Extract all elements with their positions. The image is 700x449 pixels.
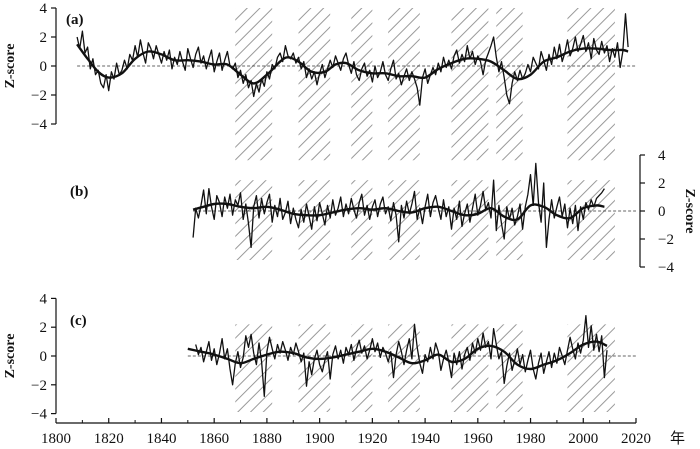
x-tick-label: 1980 [516,431,546,447]
x-tick-label: 2000 [568,431,598,447]
chart-text: 4 2 0 −2 −4 Z-score (a) 4 2 0 −2 −4 Z-score (b) 4 2 0 −2 −… [3,1,697,447]
y-axis-title-panel-2: Z-score [682,189,697,234]
x-tick-label: 1860 [199,431,229,447]
smooth-series-line-panel-3 [187,340,608,371]
x-tick-label: 1840 [146,431,176,447]
y-tick-label-panel-1: −4 [31,117,47,133]
shaded-period-7-panel-2 [567,180,615,260]
series-lines [76,13,629,397]
x-tick-label: 1880 [252,431,282,447]
x-tick-label: 1940 [410,431,440,447]
raw-series-line-panel-3 [195,315,608,397]
y-tick-label-panel-1: 2 [40,30,48,46]
y-tick-label-panel-1: −2 [31,88,47,104]
y-tick-label-panel-2: 4 [658,148,666,164]
x-tick-label: 1820 [94,431,124,447]
shaded-period-5-panel-1 [451,8,489,161]
shaded-period-2-panel-3 [298,324,331,412]
y-axis-title-panel-3: Z-score [3,334,18,379]
y-tick-label-panel-1: 4 [40,1,48,17]
shaded-period-2-panel-1 [298,8,331,161]
shaded-period-7-panel-1 [567,8,615,161]
shaded-period-3-panel-2 [351,180,373,260]
shaded-period-4-panel-3 [388,324,420,412]
panel-label-3: (c) [70,313,87,329]
y-tick-label-panel-2: −4 [658,260,674,276]
axes [51,7,645,424]
y-tick-label-panel-1: 0 [40,59,48,75]
x-tick-label: 2020 [621,431,651,447]
raw-series-line-panel-2 [192,162,605,249]
y-tick-label-panel-3: 4 [40,291,48,307]
y-tick-label-panel-3: 2 [40,320,48,336]
y-axis-title-panel-1: Z-score [3,44,18,89]
y-tick-label-panel-3: −4 [31,407,47,423]
shaded-period-6-panel-3 [496,324,523,412]
x-tick-label: 1900 [305,431,335,447]
y-tick-label-panel-2: 2 [658,176,666,192]
shaded-period-7-panel-3 [567,324,615,412]
x-tick-label: 1960 [463,431,493,447]
panel-label-2: (b) [70,184,88,200]
y-tick-label-panel-3: −2 [31,378,47,394]
shaded-period-3-panel-3 [351,324,373,412]
shaded-period-4-panel-1 [388,8,420,161]
x-tick-label: 1800 [41,431,71,447]
x-axis-unit-label: 年 [670,430,685,447]
smooth-series-line-panel-1 [76,43,629,85]
shaded-period-1-panel-3 [235,324,273,412]
shaded-period-6-panel-1 [496,8,523,161]
shaded-period-3-panel-1 [351,8,373,161]
panel-label-1: (a) [66,12,84,28]
y-tick-label-panel-2: −2 [658,232,674,248]
y-tick-label-panel-3: 0 [40,349,48,365]
shaded-period-1-panel-2 [235,180,273,260]
smooth-series-line-panel-2 [192,202,605,222]
y-tick-label-panel-2: 0 [658,204,666,220]
x-tick-label: 1920 [357,431,387,447]
